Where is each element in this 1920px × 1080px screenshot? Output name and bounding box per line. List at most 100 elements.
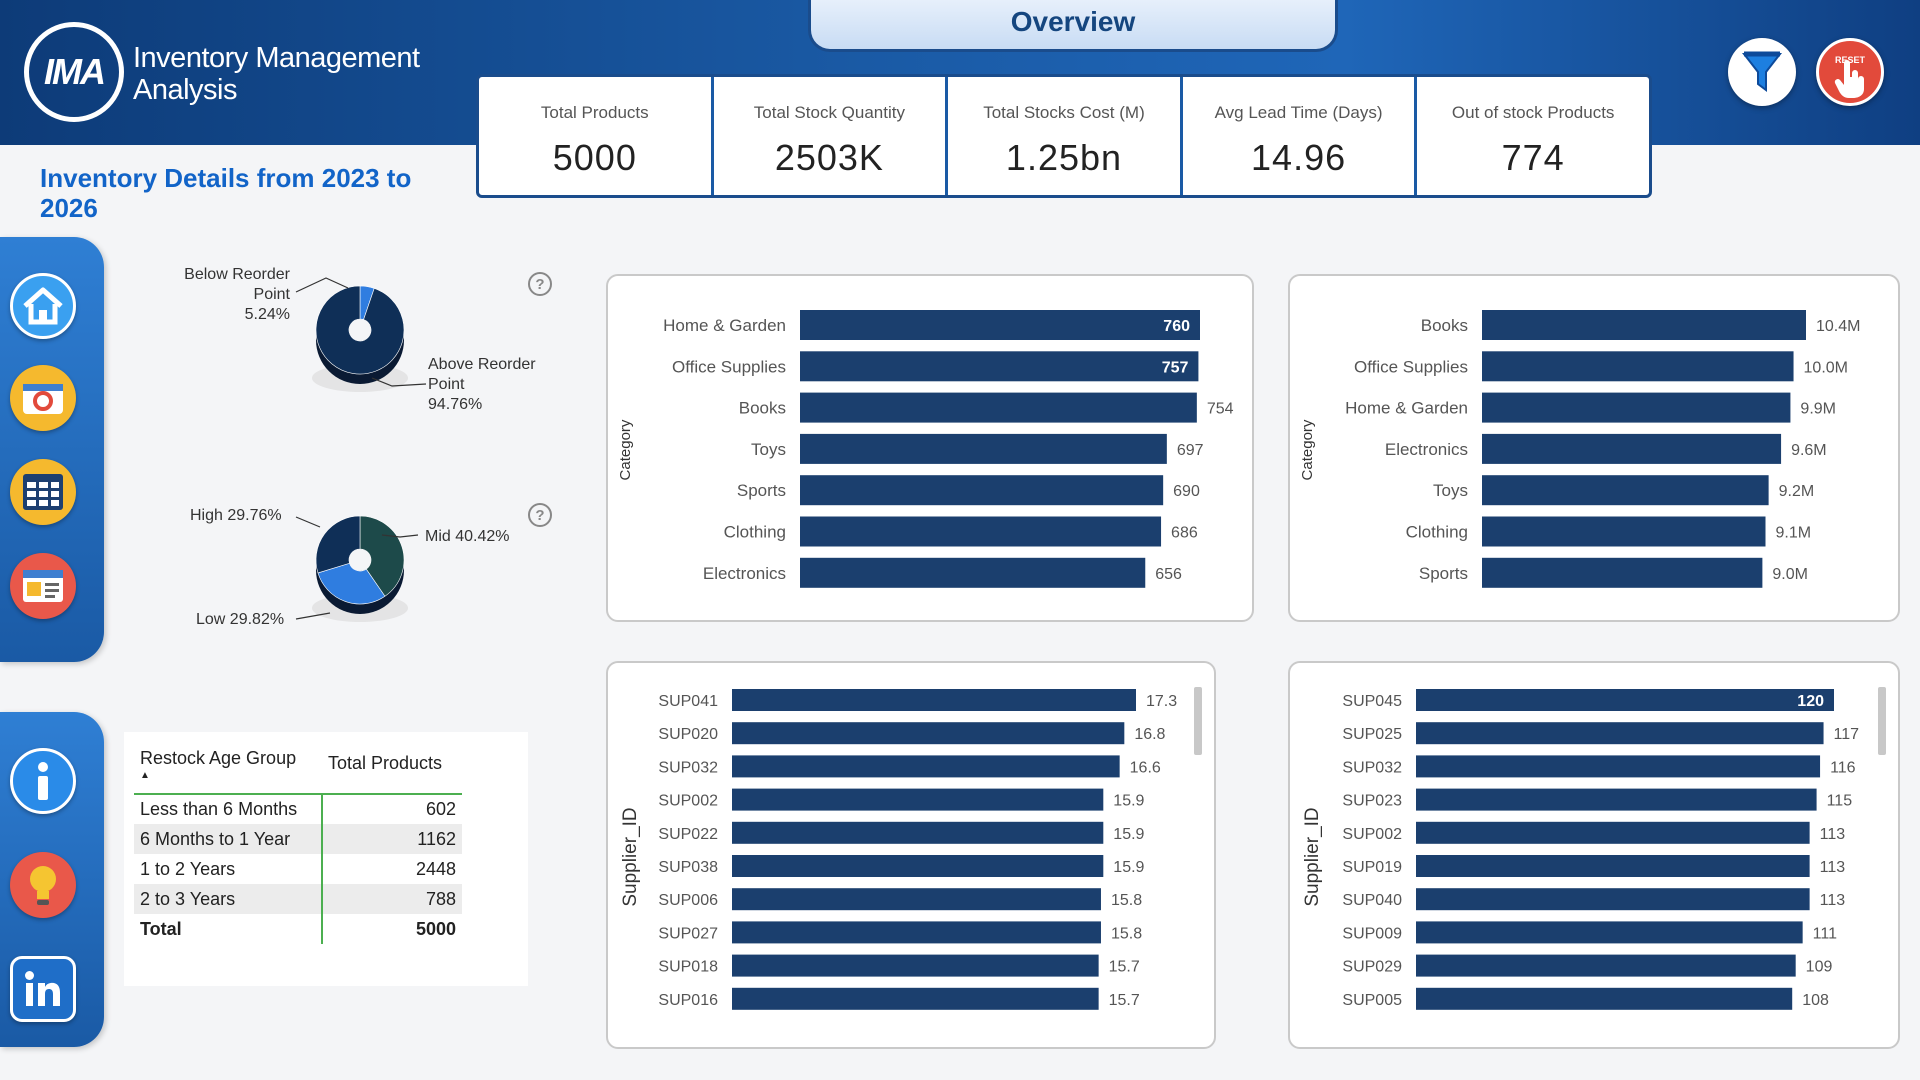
- column-header-restock-age-group[interactable]: Restock Age Group ▲: [134, 742, 322, 795]
- logo-text: IMA: [44, 51, 106, 92]
- bar[interactable]: [800, 433, 1167, 464]
- table-cell: 5000: [415, 918, 456, 939]
- bar[interactable]: [732, 722, 1125, 745]
- bar[interactable]: [800, 310, 1200, 340]
- bar[interactable]: [1416, 855, 1810, 877]
- label-line: Point: [253, 286, 290, 303]
- nav-home-button[interactable]: [10, 273, 76, 339]
- bar[interactable]: [1416, 821, 1810, 844]
- tab-overview-label: Overview: [1010, 5, 1136, 37]
- table-grid-icon: [23, 474, 63, 510]
- nav-camera-button[interactable]: [10, 365, 76, 431]
- help-icon[interactable]: ?: [528, 272, 552, 296]
- bar[interactable]: [1482, 310, 1806, 340]
- bar-chart-supplier-products[interactable]: Supplier_ID SUP045 120 SUP025 117 SUP032 116 SU…: [1290, 663, 1902, 1051]
- reorder-donut-chart[interactable]: [300, 270, 420, 410]
- nav-report-button[interactable]: [10, 553, 76, 619]
- data-label: 9.2M: [1779, 483, 1815, 500]
- data-label: 10.4M: [1816, 318, 1860, 335]
- column-header-total-products[interactable]: Total Products: [322, 742, 462, 795]
- nav-table-button[interactable]: [10, 459, 76, 525]
- bar[interactable]: [1416, 788, 1817, 811]
- kpi-label: Total Stocks Cost (M): [983, 103, 1145, 122]
- linkedin-icon: [25, 971, 60, 1006]
- info-icon: [38, 762, 48, 800]
- bar[interactable]: [732, 788, 1104, 811]
- donut-slice-above-reorder[interactable]: [315, 285, 405, 375]
- bar[interactable]: [732, 954, 1099, 977]
- category-label: Clothing: [1406, 523, 1468, 542]
- bar[interactable]: [1416, 689, 1834, 711]
- bar[interactable]: [732, 888, 1101, 911]
- bar[interactable]: [1482, 516, 1766, 547]
- bar-chart-category-products[interactable]: Category Home & Garden 760 Office Supplies 7…: [608, 276, 1256, 624]
- kpi-value: 774: [1501, 137, 1565, 178]
- label-pct: 94.76%: [428, 396, 483, 413]
- table-cell: 602: [425, 799, 456, 819]
- category-label: Sports: [737, 481, 786, 500]
- tab-overview[interactable]: Overview: [808, 0, 1338, 52]
- bar[interactable]: [732, 855, 1104, 877]
- category-label: SUP023: [1342, 793, 1402, 810]
- kpi-strip: Total Products 5000 Total Stock Quantity…: [476, 74, 1652, 198]
- bar[interactable]: [1416, 954, 1796, 977]
- bar-chart-supplier-lead-time[interactable]: Supplier_ID SUP041 17.3 SUP020 16.8 SUP032 16.…: [608, 663, 1218, 1051]
- scrollbar-thumb[interactable]: [1878, 687, 1886, 755]
- kpi-avg-lead-time: Avg Lead Time (Days) 14.96: [1183, 77, 1418, 195]
- chart-card-category-products: Category Home & Garden 760 Office Supplies 7…: [606, 274, 1254, 622]
- data-label: 690: [1173, 483, 1200, 500]
- bar[interactable]: [800, 475, 1164, 506]
- data-label: 760: [1163, 318, 1190, 335]
- label-line: Point: [428, 376, 465, 393]
- bar[interactable]: [1416, 987, 1793, 1010]
- category-label: Toys: [751, 440, 786, 459]
- donut-label-high: High 29.76%: [190, 507, 282, 524]
- nav-info-button[interactable]: [10, 748, 76, 814]
- table-cell: 2 to 3 Years: [134, 884, 323, 914]
- data-label: 9.6M: [1791, 442, 1827, 459]
- data-label: 115: [1827, 793, 1853, 810]
- bar[interactable]: [732, 921, 1101, 944]
- sort-ascending-icon: ▲: [140, 770, 150, 781]
- kpi-label: Total Stock Quantity: [753, 103, 905, 122]
- bar[interactable]: [800, 351, 1199, 382]
- bar[interactable]: [732, 755, 1120, 778]
- kpi-out-of-stock: Out of stock Products 774: [1417, 77, 1649, 195]
- bar[interactable]: [1416, 755, 1821, 778]
- kpi-label: Avg Lead Time (Days): [1214, 103, 1383, 122]
- chart-card-supplier-products: Supplier_ID SUP045 120 SUP025 117 SUP032 116 SU…: [1288, 661, 1900, 1049]
- help-icon[interactable]: ?: [528, 503, 552, 527]
- reorder-donut-slices: [315, 285, 405, 384]
- bar[interactable]: [1482, 351, 1794, 382]
- bar[interactable]: [800, 516, 1162, 547]
- bar[interactable]: [1482, 557, 1763, 588]
- nav-insights-button[interactable]: [10, 852, 76, 918]
- scrollbar-thumb[interactable]: [1194, 687, 1202, 755]
- nav-linkedin-button[interactable]: [10, 956, 76, 1022]
- reset-button[interactable]: RESET: [1816, 38, 1884, 106]
- table-cell: 1162: [322, 824, 462, 854]
- bar[interactable]: [732, 821, 1104, 844]
- bar[interactable]: [732, 689, 1136, 711]
- bar[interactable]: [800, 392, 1197, 423]
- bar[interactable]: [1482, 392, 1791, 423]
- bar[interactable]: [800, 557, 1146, 588]
- data-label: 16.8: [1134, 726, 1165, 743]
- bar[interactable]: [1416, 722, 1824, 745]
- category-label: SUP022: [658, 826, 718, 843]
- app-title: Inventory Management Analysis: [133, 42, 420, 106]
- bar[interactable]: [732, 987, 1099, 1010]
- bar[interactable]: [1482, 475, 1769, 506]
- bar-chart-category-cost[interactable]: Category Books 10.4M Office Supplies 10.0M Ho…: [1290, 276, 1902, 624]
- data-label: 697: [1177, 442, 1204, 459]
- filter-button[interactable]: [1728, 38, 1796, 106]
- donut-label-mid: Mid 40.42%: [425, 528, 510, 545]
- category-label: SUP040: [1342, 892, 1402, 909]
- kpi-value: 14.96: [1251, 137, 1347, 178]
- bar[interactable]: [1416, 888, 1810, 911]
- bar[interactable]: [1416, 921, 1803, 944]
- bar[interactable]: [1482, 433, 1782, 464]
- data-label: 15.7: [1109, 959, 1140, 976]
- donut-label-low: Low 29.82%: [196, 611, 285, 628]
- category-label: SUP005: [1342, 992, 1402, 1009]
